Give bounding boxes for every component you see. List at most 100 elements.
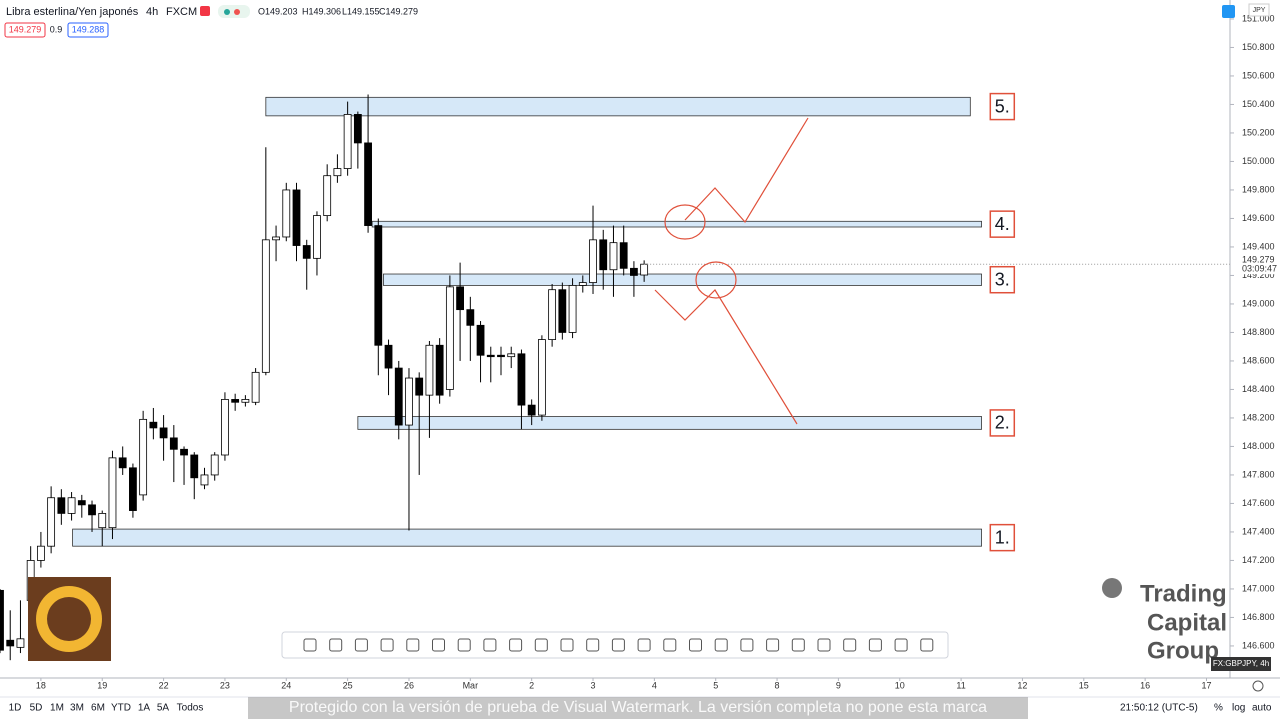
y-tick-label: 148.400 — [1242, 384, 1275, 394]
candle-body — [568, 285, 577, 333]
flag[interactable] — [200, 6, 210, 16]
y-tick-label: 147.400 — [1242, 526, 1275, 536]
tool-icon[interactable] — [920, 638, 934, 652]
range-button[interactable]: YTD — [111, 703, 131, 714]
circle-marker — [664, 204, 706, 240]
tool-icon[interactable] — [406, 638, 420, 652]
candle-body — [47, 497, 56, 547]
candle-body — [537, 339, 546, 416]
ohlc-low: L149.155 — [342, 6, 380, 16]
range-button[interactable]: 1D — [9, 703, 22, 714]
ohlc-high: H149.306 — [302, 6, 341, 16]
sell-box[interactable] — [4, 22, 46, 38]
logo-text: Trading — [1140, 580, 1227, 607]
zone-label: 4. — [995, 214, 1010, 234]
candle-body — [149, 421, 158, 429]
tool-icon[interactable] — [483, 638, 497, 652]
candle-body — [36, 545, 45, 561]
status-pill — [218, 5, 250, 18]
tool-icon[interactable] — [380, 638, 394, 652]
range-button[interactable]: Todos — [177, 703, 204, 714]
tool-icon[interactable] — [560, 638, 574, 652]
x-tick-label: 17 — [1201, 680, 1211, 690]
range-buttons: 1D 5D 1M 3M 6M YTD 1A 5A Todos — [9, 703, 204, 714]
currency-box — [1248, 3, 1270, 17]
tool-icon[interactable] — [329, 638, 343, 652]
tool-icon[interactable] — [791, 638, 805, 652]
symbol: Libra esterlina/Yen japonés — [6, 6, 139, 18]
log-toggle[interactable]: log — [1232, 703, 1245, 714]
candle-body — [630, 267, 638, 276]
y-tick-label: 147.200 — [1242, 555, 1275, 565]
tool-icon[interactable] — [432, 638, 445, 652]
candle-body — [445, 286, 454, 390]
watermark-bg — [248, 697, 1028, 719]
tool-icon[interactable] — [843, 638, 857, 652]
x-tick-label: 18 — [36, 680, 46, 690]
x-tick-label: 25 — [343, 680, 353, 690]
tool-icon[interactable] — [663, 638, 677, 652]
zone-label: 3. — [995, 269, 1010, 289]
settings-button[interactable] — [1252, 680, 1264, 692]
compare-button[interactable] — [1222, 5, 1235, 18]
currency: JPY — [1253, 7, 1266, 14]
range-button[interactable]: 5D — [30, 703, 43, 714]
range-button[interactable]: 6M — [91, 703, 105, 714]
zone — [357, 416, 982, 430]
x-tick-label: 4 — [652, 680, 657, 690]
candle-body — [517, 353, 526, 406]
candle-body — [558, 289, 567, 333]
candle-body — [129, 467, 137, 511]
x-tick-label: 10 — [895, 680, 905, 690]
logo-text: Group — [1147, 637, 1219, 664]
tool-icon[interactable] — [534, 638, 548, 652]
zone — [265, 96, 971, 117]
x-tick-label: 8 — [775, 680, 780, 690]
tool-icons — [303, 638, 934, 652]
buy-box[interactable] — [67, 22, 109, 38]
candle-body — [251, 371, 260, 403]
range-button[interactable]: 1M — [50, 703, 64, 714]
plot: 146.600 146.800 147.000 147.200 147.400 147.6… — [0, 13, 1280, 690]
x-tick-label: 24 — [281, 680, 291, 690]
candle-body — [77, 500, 86, 506]
candle-body — [210, 454, 219, 476]
tool-icon[interactable] — [611, 638, 625, 652]
y-tick-label: 149.600 — [1242, 213, 1275, 223]
y-tick-label: 146.800 — [1242, 612, 1275, 622]
clock: 21:50:12 (UTC-5) — [1120, 703, 1198, 714]
y-tick-label: 147.800 — [1242, 469, 1275, 479]
tool-icon[interactable] — [457, 638, 471, 652]
x-tick-label: 26 — [404, 680, 414, 690]
percent-toggle[interactable]: % — [1214, 703, 1223, 714]
x-tick-label: 23 — [220, 680, 230, 690]
candle-body — [384, 344, 393, 369]
candle-body — [159, 427, 168, 439]
tool-icon[interactable] — [817, 638, 831, 652]
candle-body — [507, 353, 516, 358]
candle-body — [272, 236, 280, 241]
tool-icon[interactable] — [894, 638, 908, 652]
ticker-box — [1211, 657, 1271, 671]
y-tick-label: 148.800 — [1242, 327, 1275, 337]
tool-icon[interactable] — [714, 638, 728, 652]
candle-body — [169, 437, 178, 450]
range-button[interactable]: 1A — [138, 703, 151, 714]
tool-icon[interactable] — [637, 638, 651, 652]
tool-icon[interactable] — [586, 638, 600, 652]
tool-icon[interactable] — [689, 638, 702, 652]
tool-icon[interactable] — [303, 638, 317, 652]
candle-body — [0, 589, 4, 651]
y-tick-label: 150.400 — [1242, 99, 1275, 109]
auto-toggle[interactable]: auto — [1252, 703, 1272, 714]
range-button[interactable]: 3M — [70, 703, 84, 714]
tool-icon[interactable] — [354, 638, 368, 652]
range-button[interactable]: 5A — [157, 703, 170, 714]
tool-icon[interactable] — [766, 638, 780, 652]
tool-icon[interactable] — [868, 638, 882, 652]
tool-icon[interactable] — [509, 638, 523, 652]
candle-body — [118, 457, 127, 469]
tool-icon[interactable] — [740, 638, 754, 652]
candle-body — [456, 286, 464, 311]
